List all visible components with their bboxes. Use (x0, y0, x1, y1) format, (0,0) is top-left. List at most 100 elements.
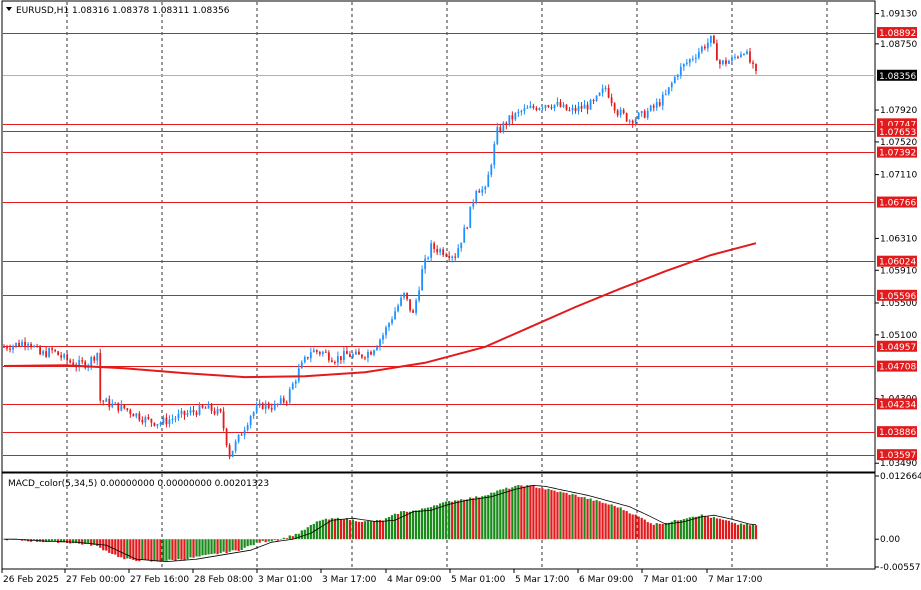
macd-bar (631, 514, 634, 540)
candle-body (547, 105, 550, 108)
candle-body (493, 144, 496, 165)
indicator-axis[interactable]: 0.0126649 0.00 -0.005570 (875, 472, 921, 573)
price-axis-label: 1.05500 (880, 299, 917, 309)
macd-bar (541, 488, 544, 540)
candle-body (592, 100, 595, 102)
chart-menu-triangle-icon[interactable] (6, 7, 12, 11)
candle-body (66, 354, 69, 361)
candle-body (114, 402, 117, 404)
price-axis-label: 1.08750 (880, 40, 917, 50)
macd-bar (156, 539, 159, 562)
candle-body (634, 118, 637, 124)
macd-bar (466, 499, 469, 540)
macd-bar (375, 519, 379, 540)
candle-body (30, 344, 32, 348)
candle-body (45, 351, 48, 357)
candle-body (535, 107, 538, 111)
candle-body (12, 345, 14, 350)
candle-body (451, 256, 454, 258)
macd-bar (439, 503, 442, 540)
macd-bar (511, 487, 514, 540)
candle-body (210, 403, 213, 411)
macd-bar (228, 539, 231, 552)
candle-body (749, 51, 751, 63)
candle-body (643, 111, 646, 118)
macd-bar (586, 498, 589, 540)
candle-body (270, 407, 273, 410)
price-level-tag (877, 398, 917, 410)
candle-body (246, 425, 249, 431)
time-axis-label: 5 Mar 01:00 (451, 575, 506, 585)
macd-bar (538, 488, 541, 540)
candle-body (291, 383, 294, 390)
candle-body (397, 305, 399, 312)
macd-bar (745, 523, 749, 540)
macd-bar (706, 516, 709, 540)
horizontal-price-levels[interactable] (3, 33, 875, 456)
candle-body (427, 257, 430, 259)
macd-bar (420, 508, 424, 540)
candle-body (433, 243, 436, 249)
candle-body (216, 409, 219, 414)
candle-body (559, 101, 562, 107)
macd-bar (78, 539, 81, 544)
macd-bar (673, 519, 676, 540)
candle-body (619, 109, 622, 116)
indicator-axis-label: 0.00 (880, 535, 900, 545)
macd-bar (405, 511, 409, 540)
candle-body (448, 256, 451, 258)
time-axis[interactable]: 26 Feb 2025 27 Feb 00:00 27 Feb 16:00 28 Fe… (1, 569, 763, 585)
price-level-tag-text: 1.06766 (879, 199, 916, 209)
candle-body (6, 346, 8, 349)
candle-body (508, 115, 511, 125)
macd-bar (703, 515, 706, 540)
candle-body (318, 351, 321, 354)
macd-bar (336, 517, 340, 540)
candle-body (78, 360, 81, 368)
candle-body (746, 51, 748, 54)
macd-bar (490, 492, 493, 540)
candle-body (472, 201, 475, 207)
macd-bar (457, 500, 460, 540)
candle-body (481, 189, 484, 193)
macd-bar (372, 521, 376, 540)
candle-body (607, 87, 610, 98)
candle-body (661, 94, 664, 106)
macd-bar (393, 513, 397, 540)
candle-body (706, 42, 709, 49)
macd-bar (499, 489, 502, 540)
macd-bar (445, 501, 448, 540)
macd-bar (171, 539, 174, 560)
candle-body (385, 327, 387, 336)
macd-bar (475, 496, 478, 540)
candle-body (646, 110, 649, 118)
candle-body (186, 413, 189, 416)
macd-bar (264, 539, 267, 543)
macd-bar (643, 519, 646, 540)
macd-bar (297, 533, 300, 540)
indicator-axis-label: 0.0126649 (880, 472, 921, 482)
macd-bar (526, 485, 529, 540)
macd-bar (177, 539, 180, 560)
macd-bar (93, 539, 96, 545)
candle-body (613, 103, 616, 111)
candle-body (484, 187, 487, 190)
price-pane-frame[interactable] (1, 0, 876, 473)
candle-body (370, 351, 372, 355)
candle-body (165, 417, 168, 425)
macd-bar (580, 497, 583, 540)
macd-bar (442, 502, 445, 540)
price-level-tag (877, 289, 917, 301)
macd-bar (574, 494, 577, 540)
candle-body (550, 107, 553, 109)
candle-body (33, 345, 35, 348)
candle-body (48, 348, 51, 357)
candle-body (81, 360, 84, 362)
macd-bar (670, 521, 673, 540)
macd-bar (333, 518, 337, 540)
macd-bar (396, 513, 400, 540)
candle-body (703, 46, 706, 49)
price-level-tag-text: 1.08892 (879, 29, 916, 39)
macd-bar (739, 523, 743, 540)
